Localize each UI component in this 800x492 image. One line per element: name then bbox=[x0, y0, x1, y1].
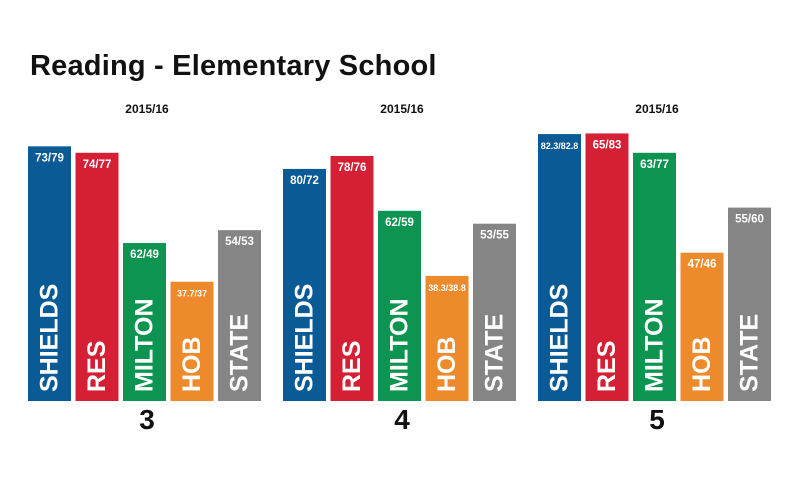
bar-data-label: 54/53 bbox=[225, 236, 254, 248]
bar-hob bbox=[170, 281, 214, 401]
bar-milton bbox=[378, 210, 421, 401]
bar-category-label: RES bbox=[338, 341, 366, 392]
panel-subtitle: 2015/16 bbox=[380, 102, 424, 116]
bar-category-label: HOB bbox=[178, 336, 206, 392]
bar-group-hob: 37.7/37 HOB bbox=[170, 281, 214, 401]
bar-group-hob: 38.3/38.8 HOB bbox=[425, 275, 469, 401]
bar-data-label: 62/59 bbox=[385, 217, 414, 229]
bar-category-label: STATE bbox=[481, 314, 509, 392]
panel-subtitle: 2015/16 bbox=[125, 102, 169, 116]
bar-data-label: 63/77 bbox=[640, 159, 669, 171]
bar-plot: 80/72 SHIELDS 78/76 RES 62/59 MILTON 38.3/38.8… bbox=[283, 156, 516, 401]
bar-group-shields: 73/79 SHIELDS bbox=[28, 146, 71, 401]
bar-category-label: HOB bbox=[433, 336, 461, 392]
panel-grade-5: 2015/16 82.3/82.8 SHIELDS 65/83 RES 63/77 MIL… bbox=[538, 0, 776, 492]
grade-label: 4 bbox=[394, 404, 410, 435]
bar-category-label: STATE bbox=[736, 314, 764, 392]
bar-data-label: 74/77 bbox=[83, 159, 112, 171]
bar-group-shields: 80/72 SHIELDS bbox=[283, 168, 326, 401]
bar-group-milton: 62/49 MILTON bbox=[123, 243, 166, 401]
bar-group-res: 65/83 RES bbox=[585, 133, 629, 401]
bar-group-hob: 47/46 HOB bbox=[680, 252, 724, 401]
bar-category-label: MILTON bbox=[641, 298, 669, 392]
bar-data-label: 73/79 bbox=[35, 152, 64, 164]
bar-data-label: 62/49 bbox=[130, 249, 159, 261]
bar-category-label: HOB bbox=[688, 336, 716, 392]
bar-shields bbox=[538, 134, 581, 401]
bar-hob bbox=[425, 275, 469, 401]
bar-res bbox=[330, 156, 374, 401]
bar-category-label: SHIELDS bbox=[291, 284, 319, 392]
panel-grade-3: 2015/16 73/79 SHIELDS 74/77 RES 62/49 MILTON 3… bbox=[28, 0, 266, 492]
bar-group-res: 74/77 RES bbox=[75, 152, 119, 401]
bar-group-state: 55/60 STATE bbox=[728, 207, 771, 401]
bar-data-label: 53/55 bbox=[480, 230, 509, 242]
bar-state bbox=[473, 223, 516, 401]
chart-title: Reading - Elementary School bbox=[30, 50, 437, 82]
bar-shields bbox=[28, 146, 71, 401]
bar-category-label: MILTON bbox=[131, 298, 159, 392]
bar-state bbox=[728, 207, 771, 401]
bar-category-label: RES bbox=[83, 341, 111, 392]
bar-plot: 82.3/82.8 SHIELDS 65/83 RES 63/77 MILTON 47/46… bbox=[538, 133, 771, 401]
bar-group-shields: 82.3/82.8 SHIELDS bbox=[538, 134, 581, 401]
bar-milton bbox=[123, 243, 166, 401]
bar-shields bbox=[283, 168, 326, 401]
bar-group-milton: 63/77 MILTON bbox=[633, 152, 676, 401]
bar-group-state: 53/55 STATE bbox=[473, 223, 516, 401]
bar-hob bbox=[680, 252, 724, 401]
bar-data-label: 38.3/38.8 bbox=[428, 283, 466, 293]
bar-data-label: 37.7/37 bbox=[177, 289, 207, 299]
grade-label: 5 bbox=[649, 404, 665, 435]
bar-data-label: 82.3/82.8 bbox=[541, 141, 579, 151]
bar-category-label: SHIELDS bbox=[546, 284, 574, 392]
bar-milton bbox=[633, 152, 676, 401]
bar-group-milton: 62/59 MILTON bbox=[378, 210, 421, 401]
bar-data-label: 78/76 bbox=[338, 162, 367, 174]
bar-res bbox=[75, 152, 119, 401]
bar-group-res: 78/76 RES bbox=[330, 156, 374, 401]
bar-res bbox=[585, 133, 629, 401]
bar-category-label: SHIELDS bbox=[36, 284, 64, 392]
bar-data-label: 80/72 bbox=[290, 175, 319, 187]
bar-data-label: 65/83 bbox=[593, 139, 622, 151]
bar-category-label: RES bbox=[593, 341, 621, 392]
bar-plot: 73/79 SHIELDS 74/77 RES 62/49 MILTON 37.7/37 HO… bbox=[28, 146, 261, 401]
panel-subtitle: 2015/16 bbox=[635, 102, 679, 116]
bar-data-label: 55/60 bbox=[735, 214, 764, 226]
bar-group-state: 54/53 STATE bbox=[218, 230, 261, 401]
bar-state bbox=[218, 230, 261, 401]
bar-category-label: STATE bbox=[226, 314, 254, 392]
panel-grade-4: 2015/16 80/72 SHIELDS 78/76 RES 62/59 MILTON 3… bbox=[283, 0, 521, 492]
grade-label: 3 bbox=[139, 404, 155, 435]
bar-category-label: MILTON bbox=[386, 298, 414, 392]
bar-data-label: 47/46 bbox=[688, 259, 717, 271]
